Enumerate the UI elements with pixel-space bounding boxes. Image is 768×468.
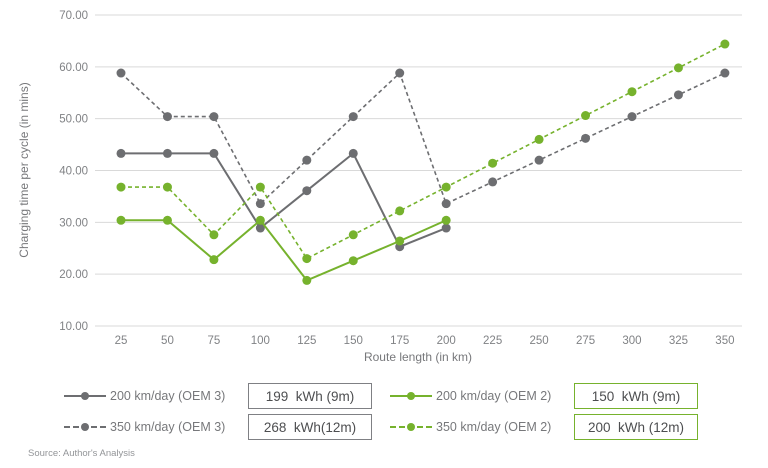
x-tick-label: 200 <box>437 335 456 347</box>
legend-label: 350 km/day (OEM 3) <box>110 420 226 434</box>
data-point <box>162 215 172 225</box>
y-tick-label: 50.00 <box>59 114 88 126</box>
legend: 200 km/day (OEM 3) 199 kWh (9m) 350 km/d… <box>0 383 768 443</box>
legend-column-oem2: 200 km/day (OEM 2) 150 kWh (9m) 350 km/d… <box>390 383 698 440</box>
data-point <box>209 255 219 265</box>
legend-line-sample-dashed-green <box>390 422 432 432</box>
kwh-badge-oem3-9m: 199 kWh (9m) <box>248 383 372 409</box>
legend-item-350-oem3: 350 km/day (OEM 3) 268 kWh(12m) <box>64 414 372 440</box>
data-point <box>209 112 219 122</box>
data-point <box>302 275 312 285</box>
x-axis-tick-labels: 25 50 75 100 125 150 175 200 225 250 275 300 325 350 <box>115 335 735 347</box>
x-tick-label: 75 <box>208 335 221 347</box>
y-axis-title: Charging time per cycle (in mins) <box>17 82 31 257</box>
legend-line-sample-solid-gray <box>64 391 106 401</box>
data-point <box>395 68 405 78</box>
data-point <box>348 112 358 122</box>
data-point <box>302 186 312 196</box>
data-point <box>488 158 498 168</box>
series-line-0 <box>121 151 447 248</box>
data-point <box>255 182 265 192</box>
data-point <box>255 223 265 233</box>
source-note: Source: Author's Analysis <box>28 448 135 459</box>
data-point <box>116 68 126 78</box>
data-point <box>348 256 358 266</box>
data-point <box>581 111 591 121</box>
data-point <box>162 148 172 158</box>
data-point <box>116 182 126 192</box>
x-axis-title: Route length (in km) <box>364 350 472 364</box>
chart-svg: 70.00 60.00 50.00 40.00 30.00 20.00 10.00 25 50… <box>17 10 742 364</box>
data-point <box>488 177 498 187</box>
data-point <box>162 182 172 192</box>
x-tick-label: 175 <box>390 335 409 347</box>
gridlines <box>95 14 742 327</box>
data-series <box>116 39 730 285</box>
legend-item-200-oem2: 200 km/day (OEM 2) 150 kWh (9m) <box>390 383 698 409</box>
y-tick-label: 20.00 <box>59 269 88 281</box>
data-point <box>534 134 544 144</box>
data-point <box>116 148 126 158</box>
data-point <box>720 39 730 49</box>
x-tick-label: 50 <box>161 335 174 347</box>
x-tick-label: 250 <box>529 335 548 347</box>
data-point <box>720 68 730 78</box>
data-point <box>116 215 126 225</box>
y-axis-tick-labels: 70.00 60.00 50.00 40.00 30.00 20.00 10.00 <box>59 10 88 333</box>
data-point <box>255 199 265 209</box>
x-tick-label: 100 <box>251 335 270 347</box>
y-tick-label: 30.00 <box>59 217 88 229</box>
legend-label: 200 km/day (OEM 3) <box>110 389 226 403</box>
series-line-2 <box>121 218 447 282</box>
series-line-1 <box>120 71 726 205</box>
data-point <box>441 182 451 192</box>
data-point <box>255 215 265 225</box>
x-tick-label: 125 <box>297 335 316 347</box>
data-point <box>441 223 451 233</box>
y-tick-label: 70.00 <box>59 10 88 22</box>
kwh-badge-oem2-12m: 200 kWh (12m) <box>574 414 698 440</box>
data-point <box>302 155 312 165</box>
x-tick-label: 275 <box>576 335 595 347</box>
x-tick-label: 300 <box>622 335 641 347</box>
kwh-badge-oem2-9m: 150 kWh (9m) <box>574 383 698 409</box>
series-line-3 <box>121 43 726 260</box>
legend-line-sample-dashed-gray <box>64 422 106 432</box>
legend-line-sample-solid-green <box>390 391 432 401</box>
data-point <box>209 148 219 158</box>
x-tick-label: 150 <box>344 335 363 347</box>
data-point <box>627 87 637 97</box>
data-point <box>673 90 683 100</box>
y-tick-label: 40.00 <box>59 166 88 178</box>
data-point <box>162 112 172 122</box>
x-tick-label: 350 <box>715 335 734 347</box>
data-point <box>302 254 312 264</box>
data-point <box>348 230 358 240</box>
kwh-badge-oem3-12m: 268 kWh(12m) <box>248 414 372 440</box>
legend-label: 350 km/day (OEM 2) <box>436 420 552 434</box>
x-tick-label: 225 <box>483 335 502 347</box>
data-point <box>441 199 451 209</box>
legend-label: 200 km/day (OEM 2) <box>436 389 552 403</box>
data-point <box>673 63 683 73</box>
data-point <box>348 148 358 158</box>
data-point <box>395 206 405 216</box>
data-point <box>441 215 451 225</box>
data-point <box>627 112 637 122</box>
data-point <box>581 133 591 143</box>
legend-item-200-oem3: 200 km/day (OEM 3) 199 kWh (9m) <box>64 383 372 409</box>
data-point <box>395 236 405 246</box>
legend-item-350-oem2: 350 km/day (OEM 2) 200 kWh (12m) <box>390 414 698 440</box>
y-tick-label: 60.00 <box>59 62 88 74</box>
x-tick-label: 25 <box>115 335 128 347</box>
data-point <box>209 230 219 240</box>
legend-column-oem3: 200 km/day (OEM 3) 199 kWh (9m) 350 km/d… <box>64 383 372 440</box>
data-point <box>534 155 544 165</box>
y-tick-label: 10.00 <box>59 321 88 333</box>
x-tick-label: 325 <box>669 335 688 347</box>
